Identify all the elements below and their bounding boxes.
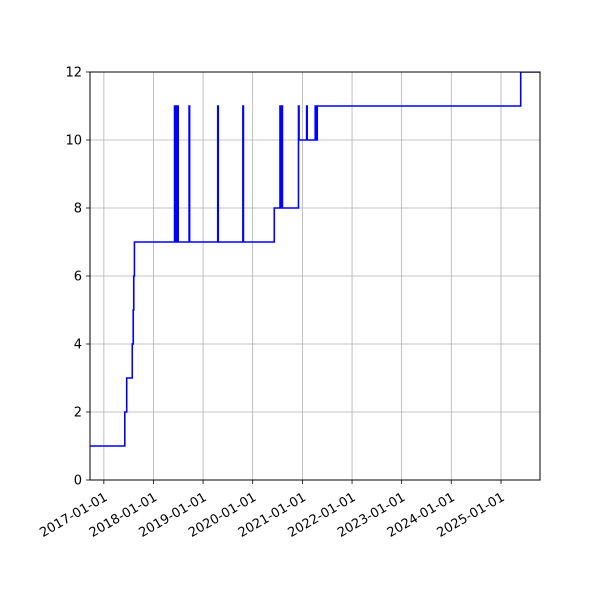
y-tick-label: 2 [74, 406, 82, 421]
y-tick-label: 12 [65, 66, 82, 81]
y-axis: 0 2 4 6 8 10 12 [65, 66, 90, 489]
y-tick-label: 8 [74, 202, 82, 217]
y-tick-label: 10 [65, 134, 82, 149]
y-tick-label: 0 [74, 474, 82, 489]
y-tick-label: 6 [74, 270, 82, 285]
series-line [90, 72, 540, 447]
y-tick-label: 4 [74, 338, 82, 353]
series-layer [90, 72, 540, 447]
